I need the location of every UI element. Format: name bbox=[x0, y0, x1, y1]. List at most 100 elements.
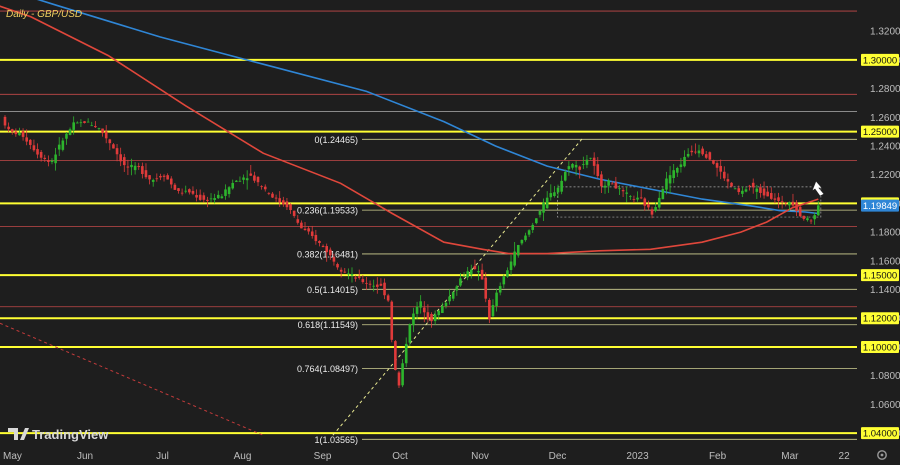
candle-body bbox=[694, 151, 697, 153]
candle-body bbox=[238, 180, 242, 182]
fib-level-label: 1(1.03565) bbox=[314, 435, 358, 445]
candle-body bbox=[206, 199, 209, 201]
candle-body bbox=[621, 190, 625, 192]
candle-body bbox=[676, 167, 679, 173]
candle-body bbox=[809, 220, 813, 222]
candle-body bbox=[708, 152, 712, 160]
candle-body bbox=[191, 190, 195, 194]
candle-body bbox=[263, 186, 267, 190]
horizontal-levels bbox=[0, 10, 857, 435]
candle-body bbox=[741, 190, 744, 194]
candle-body bbox=[448, 296, 451, 302]
candle-body bbox=[343, 271, 347, 273]
price-axis-panel bbox=[857, 0, 900, 445]
candle-body bbox=[502, 276, 506, 285]
candle-body bbox=[79, 122, 83, 124]
candle-body bbox=[18, 132, 21, 136]
candle-body bbox=[643, 198, 647, 206]
candle-body bbox=[712, 160, 715, 164]
time-tick-label: Dec bbox=[549, 451, 567, 462]
candle-body bbox=[256, 176, 260, 183]
candle-body bbox=[108, 139, 112, 144]
candle-body bbox=[332, 257, 336, 262]
candle-body bbox=[249, 173, 253, 176]
candle-body bbox=[437, 310, 441, 316]
candle-body bbox=[773, 198, 777, 200]
time-axis-panel bbox=[0, 445, 900, 465]
candle-body bbox=[90, 125, 94, 127]
candle-body bbox=[202, 195, 206, 200]
candle-body bbox=[184, 190, 188, 192]
time-tick-label: Sep bbox=[314, 451, 332, 462]
candle-body bbox=[430, 313, 433, 322]
candle-body bbox=[339, 269, 343, 272]
candle-body bbox=[213, 198, 216, 201]
time-tick-label: Mar bbox=[781, 451, 799, 462]
candle-body bbox=[690, 150, 694, 153]
candle-body bbox=[260, 186, 263, 188]
candle-body bbox=[769, 193, 773, 199]
level-price-tag bbox=[861, 125, 899, 138]
candle-body bbox=[686, 153, 690, 157]
candle-body bbox=[57, 144, 61, 150]
candle-body bbox=[813, 215, 816, 220]
candle-body bbox=[491, 305, 495, 317]
candle-body bbox=[350, 273, 354, 276]
candle-body bbox=[697, 150, 701, 154]
candle-body bbox=[603, 185, 607, 188]
candle-body bbox=[632, 199, 636, 200]
candle-body bbox=[401, 363, 404, 386]
candle-body bbox=[715, 163, 719, 168]
candle-body bbox=[744, 189, 748, 192]
price-tick-label: 1.26000 bbox=[870, 113, 900, 124]
time-tick-label: Oct bbox=[392, 451, 408, 462]
candle-body bbox=[386, 295, 390, 301]
candle-body bbox=[636, 197, 639, 200]
candle-body bbox=[408, 324, 412, 343]
candle-body bbox=[65, 133, 68, 139]
candle-body bbox=[231, 182, 235, 189]
candle-body bbox=[650, 209, 654, 215]
candle-body bbox=[245, 178, 249, 181]
settings-gear-icon[interactable] bbox=[877, 450, 887, 460]
candle-body bbox=[455, 286, 459, 291]
candle-body bbox=[375, 284, 379, 287]
candle-body bbox=[412, 313, 415, 326]
candle-body bbox=[466, 271, 469, 278]
candle-body bbox=[766, 191, 769, 197]
candle-body bbox=[751, 182, 755, 188]
time-tick-label: 22 bbox=[839, 451, 851, 462]
candle-body bbox=[592, 157, 596, 166]
candle-body bbox=[578, 166, 582, 170]
candle-body bbox=[336, 264, 339, 268]
candle-body bbox=[488, 299, 491, 320]
last-price-tag bbox=[861, 199, 899, 212]
level-price-tag-text: 1.25000 bbox=[863, 127, 897, 138]
candle-body bbox=[300, 222, 303, 229]
candle-body bbox=[267, 192, 271, 194]
moving-averages bbox=[0, 0, 819, 255]
candle-body bbox=[524, 235, 527, 241]
candle-body bbox=[321, 245, 325, 248]
level-price-tag bbox=[861, 427, 899, 440]
candle-body bbox=[704, 154, 708, 158]
candle-body bbox=[177, 188, 180, 192]
gear-icon-ring bbox=[877, 450, 887, 460]
candle-body bbox=[162, 175, 166, 177]
candle-body bbox=[285, 201, 289, 208]
candle-body bbox=[683, 156, 686, 167]
fib-level-label: 0.618(1.11549) bbox=[298, 320, 358, 330]
candle-body bbox=[531, 224, 535, 230]
candle-body bbox=[585, 159, 589, 165]
candle-body bbox=[563, 171, 567, 181]
candle-body bbox=[112, 144, 115, 149]
candle-body bbox=[426, 312, 430, 320]
candle-body bbox=[303, 228, 307, 231]
candle-body bbox=[791, 201, 795, 206]
candle-body bbox=[94, 125, 97, 128]
candle-body bbox=[784, 202, 788, 204]
candle-body bbox=[271, 193, 274, 198]
candle-body bbox=[733, 188, 737, 190]
candle-body bbox=[545, 197, 549, 209]
